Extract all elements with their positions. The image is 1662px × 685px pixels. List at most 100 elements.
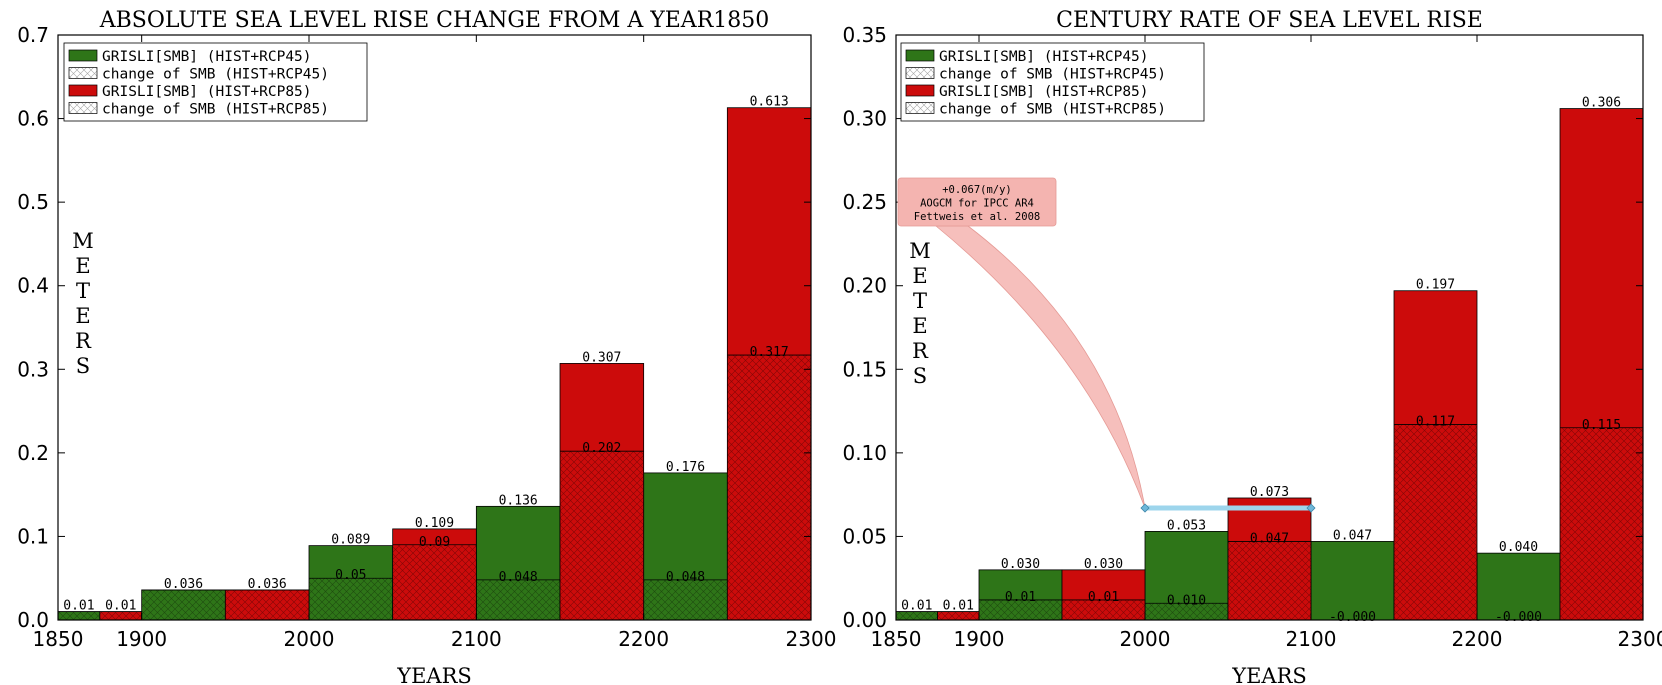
smb-value-label: 0.048 bbox=[499, 570, 538, 585]
x-axis-title: YEARS bbox=[396, 664, 472, 685]
bar-value-label: 0.306 bbox=[1582, 96, 1621, 111]
bar-value-label: 0.01 bbox=[943, 599, 974, 614]
smb-hatch bbox=[727, 355, 811, 620]
bar-value-label: 0.136 bbox=[499, 493, 538, 508]
y-axis-title-letter: E bbox=[75, 254, 90, 278]
smb-hatch bbox=[99, 611, 142, 620]
smb-hatch bbox=[225, 589, 309, 620]
x-tick-label: 2300 bbox=[1618, 627, 1662, 651]
y-tick-label: 0.3 bbox=[17, 357, 49, 381]
bar-value-label: 0.047 bbox=[1333, 528, 1372, 543]
bar-value-label: 0.307 bbox=[582, 350, 621, 365]
legend-box bbox=[900, 42, 1205, 122]
y-tick-label: 0.1 bbox=[17, 524, 49, 548]
smb-value-label: 0.115 bbox=[1582, 418, 1621, 433]
bar-value-label: 0.053 bbox=[1167, 518, 1206, 533]
smb-hatch bbox=[141, 589, 226, 620]
legend-label: GRISLI[SMB] (HIST+RCP45) bbox=[939, 49, 1149, 65]
legend-swatch-hatch bbox=[68, 67, 98, 79]
y-tick-label: 0.0 bbox=[17, 608, 49, 632]
callout-wedge bbox=[934, 225, 1146, 509]
y-axis-title-letter: E bbox=[912, 264, 927, 288]
smb-hatch bbox=[58, 611, 100, 620]
y-tick-label: 0.10 bbox=[842, 441, 887, 465]
x-tick-label: 2200 bbox=[1452, 627, 1503, 651]
bar-value-label: 0.613 bbox=[750, 95, 789, 110]
smb-value-label: -0.000 bbox=[1495, 610, 1542, 625]
x-tick-label: 2000 bbox=[284, 627, 335, 651]
chart-title: ABSOLUTE SEA LEVEL RISE CHANGE FROM A YE… bbox=[99, 8, 770, 33]
bar-value-label: 0.089 bbox=[331, 533, 370, 548]
legend: GRISLI[SMB] (HIST+RCP45) change of SMB (H… bbox=[900, 42, 1205, 122]
bar-value-label: 0.01 bbox=[901, 599, 932, 614]
legend: GRISLI[SMB] (HIST+RCP45) change of SMB (H… bbox=[63, 42, 368, 122]
y-axis-title-letter: S bbox=[913, 364, 927, 388]
y-tick-label: 0.5 bbox=[17, 190, 49, 214]
x-tick-label: 1850 bbox=[33, 627, 84, 651]
y-tick-label: 0.2 bbox=[17, 441, 49, 465]
bar-rcp45 bbox=[1310, 541, 1395, 621]
smb-hatch bbox=[1145, 603, 1228, 620]
smb-hatch bbox=[392, 544, 477, 620]
chart-title: CENTURY RATE OF SEA LEVEL RISE bbox=[1056, 8, 1483, 33]
smb-hatch bbox=[979, 599, 1062, 620]
smb-value-label: 0.01 bbox=[1088, 590, 1119, 605]
smb-hatch bbox=[937, 611, 979, 620]
y-tick-label: 0.6 bbox=[17, 107, 49, 131]
bar-value-label: 0.030 bbox=[1084, 557, 1123, 572]
callout-text: +0.067(m/y) bbox=[942, 184, 1012, 196]
smb-hatch bbox=[1062, 599, 1145, 620]
x-axis-title: YEARS bbox=[1231, 664, 1307, 685]
y-axis-title-letter: S bbox=[76, 354, 90, 378]
legend-label: change of SMB (HIST+RCP85) bbox=[939, 102, 1166, 118]
smb-hatch bbox=[560, 451, 644, 620]
plot-frame bbox=[895, 34, 1644, 621]
bar-value-label: 0.176 bbox=[666, 460, 705, 475]
bar-value-label: 0.040 bbox=[1499, 540, 1538, 555]
x-tick-label: 1850 bbox=[871, 627, 922, 651]
smb-hatch bbox=[643, 579, 728, 620]
bar-rcp45 bbox=[1476, 552, 1561, 621]
y-axis-title-letter: T bbox=[76, 279, 90, 303]
smb-value-label: 0.048 bbox=[666, 570, 705, 585]
legend-label: GRISLI[SMB] (HIST+RCP85) bbox=[939, 84, 1149, 100]
y-axis-title-letter: M bbox=[72, 229, 94, 253]
x-tick-label: 2000 bbox=[1120, 627, 1171, 651]
y-axis-title-letter: M bbox=[909, 239, 931, 263]
y-tick-label: 0.7 bbox=[17, 23, 49, 47]
y-axis-title-letter: R bbox=[75, 329, 92, 353]
y-tick-label: 0.4 bbox=[17, 274, 49, 298]
legend-swatch-hatch bbox=[905, 67, 935, 79]
legend-swatch bbox=[905, 49, 935, 62]
x-tick-label: 2100 bbox=[451, 627, 502, 651]
x-tick-label: 2300 bbox=[786, 627, 837, 651]
y-tick-label: 0.35 bbox=[842, 23, 887, 47]
smb-value-label: 0.317 bbox=[750, 345, 789, 360]
smb-hatch bbox=[476, 579, 560, 620]
bar-value-label: 0.197 bbox=[1416, 278, 1455, 293]
legend-label: GRISLI[SMB] (HIST+RCP85) bbox=[102, 84, 312, 100]
smb-hatch bbox=[896, 611, 938, 620]
y-tick-label: 0.00 bbox=[842, 608, 887, 632]
y-tick-label: 0.25 bbox=[842, 190, 887, 214]
bar-value-label: 0.030 bbox=[1001, 557, 1040, 572]
y-tick-label: 0.20 bbox=[842, 274, 887, 298]
smb-value-label: 0.09 bbox=[419, 535, 450, 550]
callout-box bbox=[897, 177, 1057, 227]
chart-panel-1: ABSOLUTE SEA LEVEL RISE CHANGE FROM A YE… bbox=[17, 8, 836, 685]
x-tick-label: 1900 bbox=[116, 627, 167, 651]
y-tick-label: 0.15 bbox=[842, 357, 887, 381]
callout-text: AOGCM for IPCC AR4 bbox=[920, 198, 1034, 210]
smb-hatch bbox=[309, 578, 393, 620]
legend-swatch bbox=[68, 49, 98, 62]
legend-label: change of SMB (HIST+RCP45) bbox=[102, 67, 329, 83]
y-axis-title-letter: R bbox=[912, 339, 929, 363]
smb-hatch bbox=[1228, 541, 1311, 620]
bar-value-label: 0.01 bbox=[63, 599, 94, 614]
smb-value-label: 0.047 bbox=[1250, 531, 1289, 546]
smb-hatch bbox=[1560, 427, 1643, 620]
